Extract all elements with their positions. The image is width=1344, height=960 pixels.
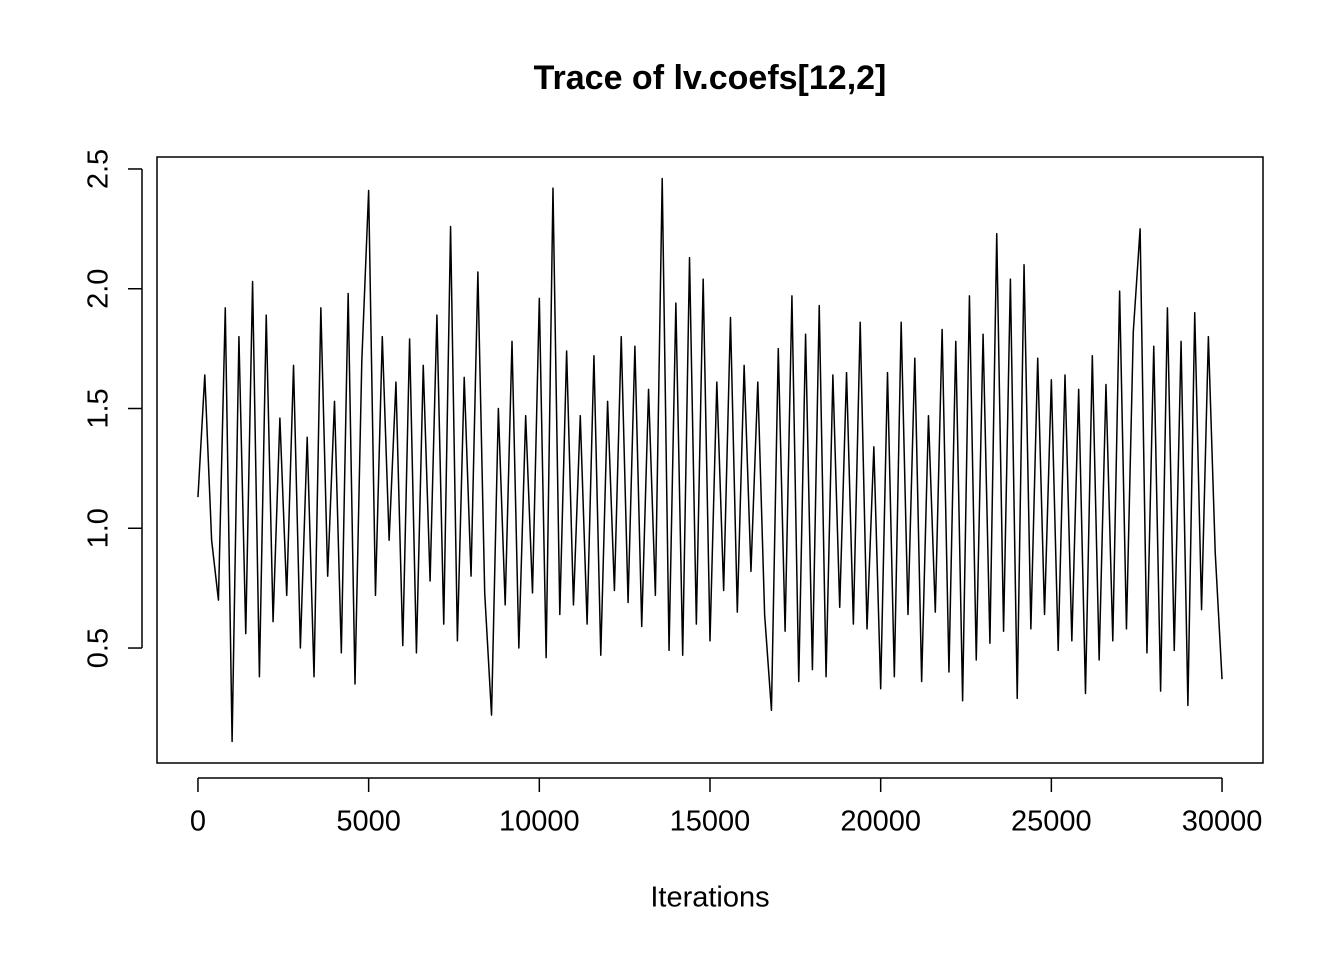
x-axis-label: Iterations (650, 882, 769, 914)
trace-line (197, 177, 1223, 743)
x-tick-label: 15000 (670, 806, 751, 838)
y-tick-label: 1.0 (83, 508, 115, 548)
y-tick-label: 1.5 (83, 388, 115, 428)
x-tick-label: 25000 (1011, 806, 1092, 838)
x-tick-label: 10000 (499, 806, 580, 838)
x-tick-label: 30000 (1182, 806, 1263, 838)
y-tick-label: 0.5 (83, 628, 115, 668)
chart-title: Trace of lv.coefs[12,2] (534, 59, 887, 97)
y-tick-label: 2.0 (83, 269, 115, 309)
y-tick-label: 2.5 (83, 149, 115, 189)
x-tick-label: 0 (190, 806, 206, 838)
plot-frame (156, 156, 1264, 764)
x-tick-label: 5000 (336, 806, 401, 838)
x-tick-label: 20000 (840, 806, 921, 838)
